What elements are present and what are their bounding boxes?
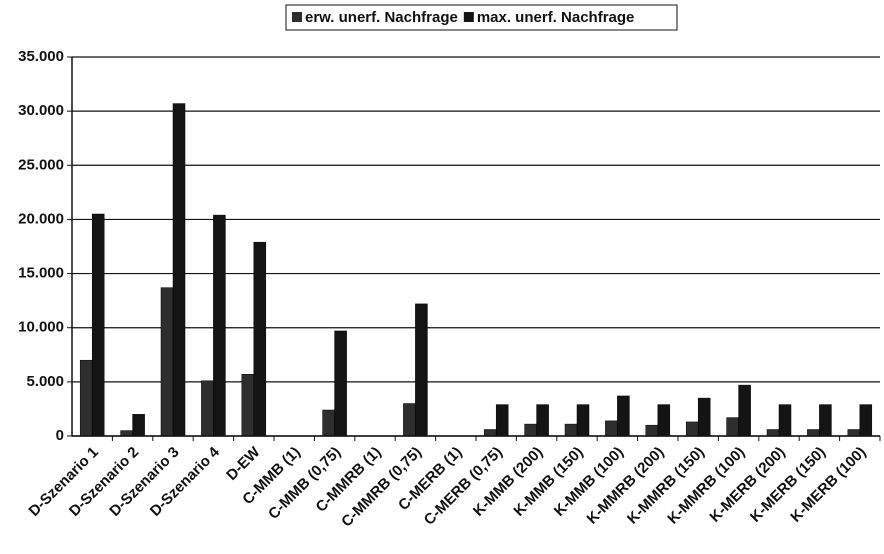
bar (132, 414, 145, 437)
y-tick-label: 20.000 (18, 210, 64, 227)
bar (697, 397, 711, 437)
bar (91, 213, 105, 437)
bar (738, 384, 751, 437)
bar (79, 359, 93, 437)
bar (617, 395, 630, 437)
bar (201, 380, 214, 437)
bar (483, 429, 497, 437)
legend-swatch (292, 12, 302, 22)
bar (685, 421, 699, 437)
x-tick-label: D-Szenario 1 (26, 444, 102, 520)
y-tick-label: 5.000 (26, 373, 64, 390)
bar (726, 417, 739, 437)
bar (334, 330, 347, 437)
bar (120, 430, 133, 437)
bar (536, 404, 549, 437)
bar (524, 423, 537, 437)
bar (859, 404, 873, 437)
y-tick-label: 10.000 (18, 319, 64, 336)
bar (403, 403, 416, 437)
bar (807, 429, 820, 437)
bar (415, 303, 428, 437)
bar (241, 374, 255, 437)
bar (645, 424, 659, 437)
bar (322, 409, 335, 437)
bar (564, 423, 578, 437)
bar (576, 404, 590, 437)
bar (778, 404, 792, 437)
bar (160, 287, 174, 437)
legend-swatch (463, 12, 474, 22)
bar (766, 429, 780, 437)
bar (253, 241, 267, 437)
y-tick-label: 15.000 (18, 265, 64, 282)
bar (495, 404, 509, 437)
bar (172, 103, 186, 437)
bar (657, 404, 671, 437)
legend-label: max. unerf. Nachfrage (477, 9, 635, 26)
y-tick-label: 25.000 (18, 156, 64, 173)
y-tick-label: 35.000 (18, 48, 64, 65)
bar (819, 404, 832, 437)
bar (213, 214, 226, 437)
legend-box (285, 4, 678, 31)
bar (605, 420, 618, 437)
bar (847, 429, 861, 437)
y-tick-label: 0 (56, 427, 64, 444)
legend-label: erw. unerf. Nachfrage (305, 9, 458, 26)
y-tick-label: 30.000 (18, 102, 64, 119)
